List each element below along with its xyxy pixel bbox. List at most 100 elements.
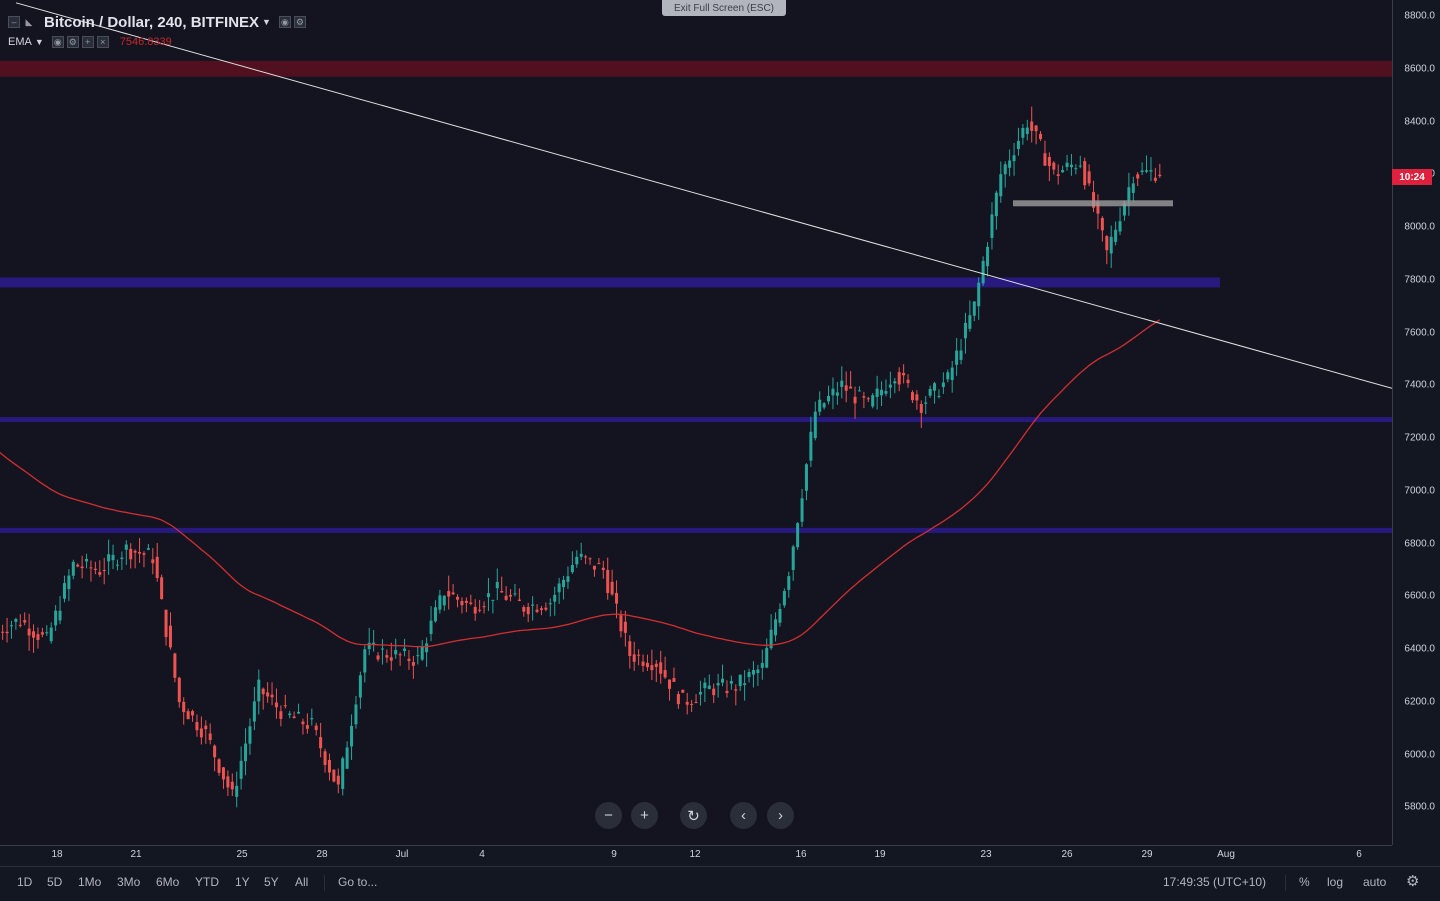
candle-body xyxy=(469,602,473,604)
settings-icon[interactable]: ⚙ xyxy=(293,16,306,28)
range-3mo-button[interactable]: 3Mo xyxy=(117,875,141,889)
ema-line xyxy=(0,319,1161,648)
goto-date-button[interactable]: Go to... xyxy=(338,875,378,889)
candle-body xyxy=(871,395,875,407)
clock-timezone[interactable]: 17:49:35 (UTC+10) xyxy=(1163,875,1267,889)
price-scale[interactable]: 8800.08600.08400.08200.08000.07800.07600… xyxy=(1392,0,1440,845)
candle-body xyxy=(433,607,437,622)
exit-fullscreen-button[interactable]: Exit Full Screen (ESC) xyxy=(662,0,786,16)
candle-body xyxy=(288,713,292,716)
candle-body xyxy=(831,388,835,396)
time-scale-label: Jul xyxy=(395,849,409,860)
candle-body xyxy=(252,701,256,722)
time-scale-label: 25 xyxy=(236,849,248,860)
scroll-right-button[interactable]: › xyxy=(767,802,794,829)
range-1y-button[interactable]: 1Y xyxy=(235,875,250,889)
indicator-more-icon[interactable]: + xyxy=(81,36,94,48)
zoom-in-button[interactable]: + xyxy=(631,802,658,829)
indicator-settings-icon[interactable]: ⚙ xyxy=(66,36,79,48)
candle-body xyxy=(9,625,13,627)
candle-body xyxy=(76,564,80,567)
time-scale-label: 23 xyxy=(980,849,992,860)
candle-body xyxy=(857,390,861,392)
candle-body xyxy=(407,658,411,661)
indicator-name[interactable]: EMA xyxy=(8,36,32,48)
candle-body xyxy=(102,569,106,571)
series-style-icon[interactable]: ◣ xyxy=(25,16,33,27)
auto-scale-toggle[interactable]: auto xyxy=(1363,875,1387,889)
candle-body xyxy=(509,594,513,597)
candle-body xyxy=(517,599,521,601)
log-scale-toggle[interactable]: log xyxy=(1327,875,1344,889)
indicator-eye-icon[interactable]: ◉ xyxy=(51,36,64,48)
candle-body xyxy=(460,601,464,606)
range-6mo-button[interactable]: 6Mo xyxy=(156,875,180,889)
eye-icon[interactable]: ◉ xyxy=(278,16,291,28)
settings-gear-icon[interactable]: ⚙ xyxy=(1406,873,1420,890)
indicator-chevron-down-icon[interactable]: ▼ xyxy=(34,37,44,47)
candle-body xyxy=(840,380,844,387)
symbol-chevron-down-icon[interactable]: ▼ xyxy=(262,17,271,27)
candle-body xyxy=(796,523,800,548)
candle-body xyxy=(526,606,530,615)
symbol-title[interactable]: Bitcoin / Dollar, 240, BITFINEX xyxy=(44,13,260,31)
range-ytd-button[interactable]: YTD xyxy=(195,875,219,889)
indicator-close-icon[interactable]: × xyxy=(96,36,109,48)
candle-body xyxy=(539,608,543,610)
time-scale[interactable]: 18 21 25 28 Jul 4 9 12 16 19 23 26 29 Aug 6 xyxy=(0,845,1392,866)
candle-body xyxy=(292,716,296,719)
candle-body xyxy=(968,315,972,329)
candle-body xyxy=(478,609,482,611)
divider xyxy=(1285,875,1286,891)
time-scale-label: 19 xyxy=(874,849,886,860)
divider xyxy=(324,875,325,891)
symbol-row: – ◣ Bitcoin / Dollar, 240, BITFINEX ▼ ◉ … xyxy=(8,12,309,32)
range-1mo-button[interactable]: 1Mo xyxy=(78,875,102,889)
range-all-button[interactable]: All xyxy=(295,875,309,889)
candle-body xyxy=(570,564,574,573)
candle-body xyxy=(1118,221,1122,232)
candle-body xyxy=(495,581,499,589)
candle-body xyxy=(588,558,592,560)
price-scale-label: 6800.0 xyxy=(1404,538,1435,550)
candle-body xyxy=(62,583,66,599)
candle-body xyxy=(266,692,270,697)
candle-body xyxy=(151,559,155,564)
candle-body xyxy=(535,609,539,612)
candle-body xyxy=(955,350,959,365)
candle-body xyxy=(195,722,199,731)
candle-body xyxy=(1052,162,1056,170)
price-scale-label: 8800.0 xyxy=(1404,10,1435,22)
candle-body xyxy=(853,396,857,404)
candle-body xyxy=(915,394,919,401)
percent-scale-toggle[interactable]: % xyxy=(1299,875,1310,889)
range-5y-button[interactable]: 5Y xyxy=(264,875,279,889)
chart-canvas[interactable] xyxy=(0,0,1392,845)
candle-body xyxy=(734,689,738,691)
candle-body xyxy=(27,628,31,636)
candle-body xyxy=(486,593,490,598)
candle-body xyxy=(305,725,309,729)
candle-body xyxy=(363,649,367,673)
zoom-out-button[interactable]: − xyxy=(595,802,622,829)
candle-body xyxy=(606,569,610,593)
candle-body xyxy=(411,662,415,666)
price-scale-label: 6400.0 xyxy=(1404,643,1435,655)
candle-body xyxy=(1074,168,1078,170)
candle-body xyxy=(1092,192,1096,208)
candle-body xyxy=(963,322,967,339)
candle-body xyxy=(1008,160,1012,168)
candle-body xyxy=(707,685,711,690)
reset-chart-button[interactable]: ↻ xyxy=(680,802,707,829)
collapse-legend-icon[interactable]: – xyxy=(8,16,20,28)
candle-body xyxy=(327,760,331,773)
candle-body xyxy=(584,556,588,558)
candle-body xyxy=(14,618,18,622)
range-5d-button[interactable]: 5D xyxy=(47,875,63,889)
scroll-left-button[interactable]: ‹ xyxy=(730,802,757,829)
chart-pane[interactable] xyxy=(0,0,1392,845)
candle-body xyxy=(548,603,552,605)
range-1d-button[interactable]: 1D xyxy=(17,875,33,889)
candle-body xyxy=(849,386,853,389)
horizontal-level-marker xyxy=(1013,200,1173,207)
